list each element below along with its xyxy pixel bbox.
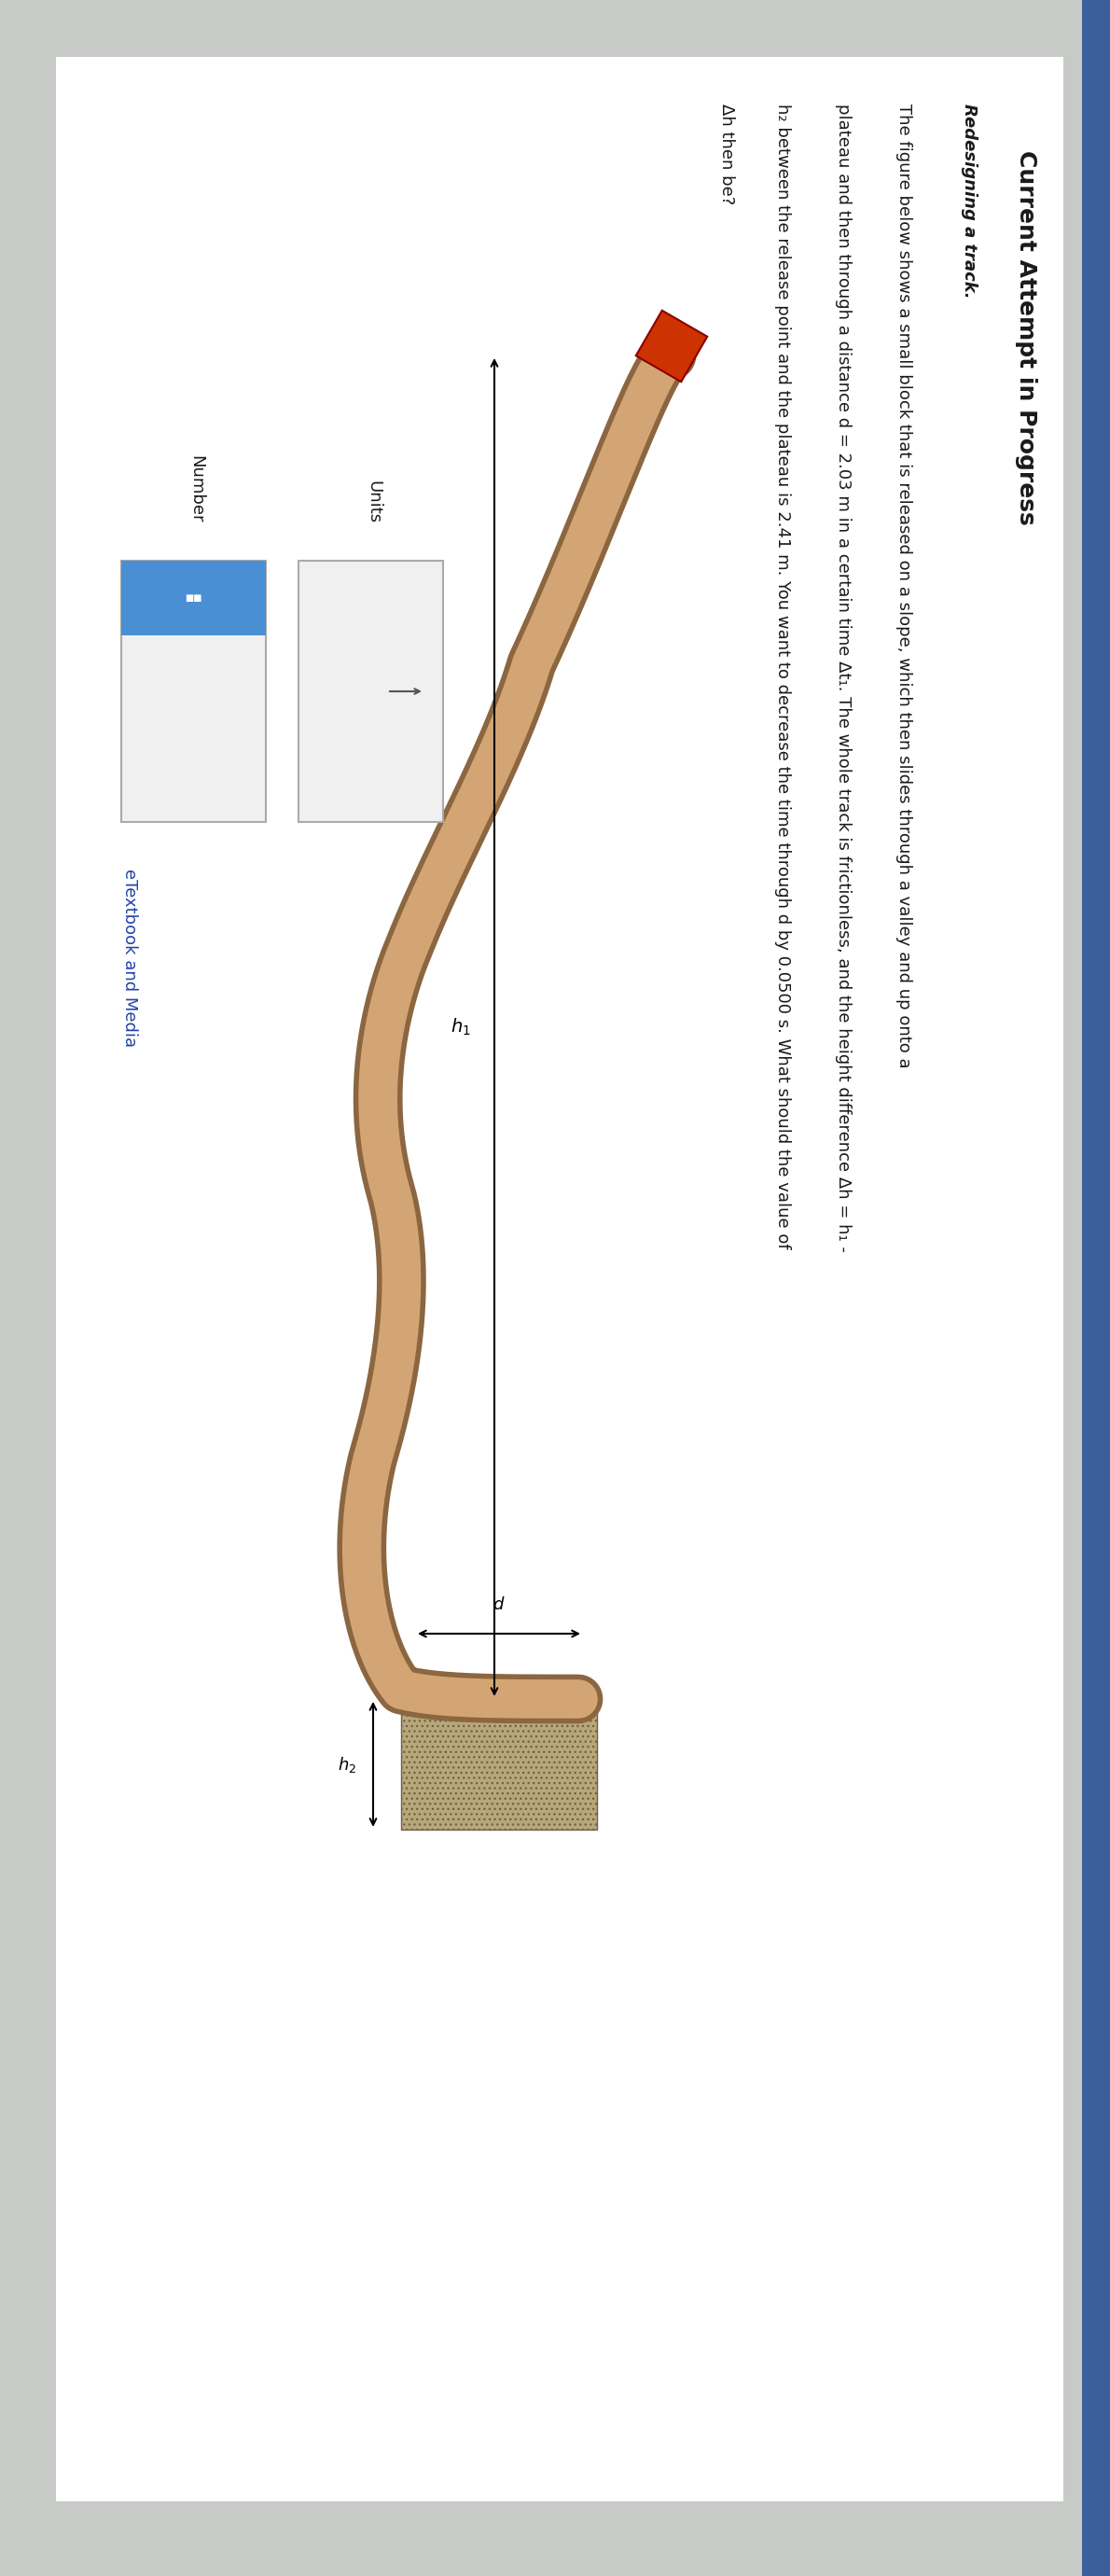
Bar — [1082, 0, 1110, 2576]
Text: Units: Units — [365, 479, 382, 523]
FancyBboxPatch shape — [121, 562, 265, 822]
Text: plateau and then through a distance d = 2.03 m in a certain time Δt₁. The whole : plateau and then through a distance d = … — [835, 103, 851, 1252]
Text: Redesigning a track.: Redesigning a track. — [961, 103, 978, 299]
Polygon shape — [636, 312, 707, 381]
Text: Δh then be?: Δh then be? — [718, 103, 735, 204]
Bar — [401, 1708, 597, 1829]
Text: $h_1$: $h_1$ — [451, 1018, 471, 1038]
Text: eTextbook and Media: eTextbook and Media — [121, 868, 138, 1046]
Text: $h_2$: $h_2$ — [337, 1754, 356, 1775]
Text: The figure below shows a small block that is released on a slope, which then sli: The figure below shows a small block tha… — [896, 103, 912, 1069]
FancyBboxPatch shape — [299, 562, 443, 822]
Text: h₂ between the release point and the plateau is 2.41 m. You want to decrease the: h₂ between the release point and the pla… — [774, 103, 791, 1249]
Text: ■■: ■■ — [184, 592, 202, 603]
Bar — [121, 562, 265, 636]
FancyBboxPatch shape — [56, 57, 1063, 2501]
Text: $d$: $d$ — [493, 1597, 505, 1613]
Text: Number: Number — [188, 456, 204, 523]
Text: Current Attempt in Progress: Current Attempt in Progress — [1015, 149, 1037, 526]
